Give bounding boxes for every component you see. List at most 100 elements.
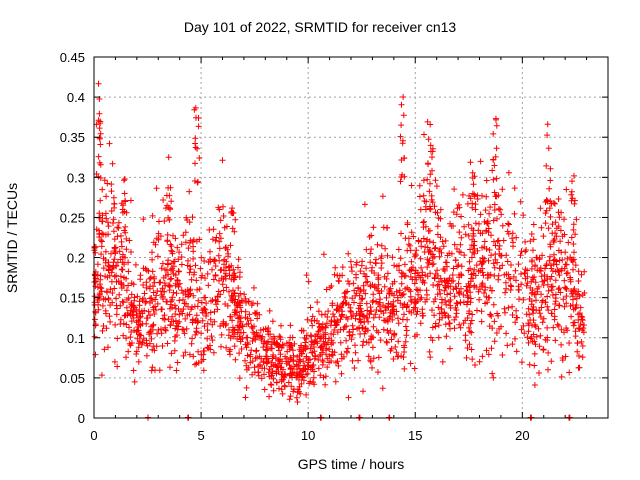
data-point bbox=[114, 233, 121, 240]
data-point bbox=[138, 332, 144, 339]
data-point bbox=[479, 255, 486, 261]
data-point bbox=[451, 325, 458, 332]
data-point bbox=[123, 321, 130, 328]
data-point bbox=[369, 364, 375, 371]
data-point bbox=[235, 264, 241, 271]
data-point bbox=[180, 352, 187, 359]
data-point bbox=[413, 247, 420, 254]
data-point bbox=[108, 269, 115, 276]
data-point bbox=[186, 219, 193, 226]
data-point bbox=[103, 215, 110, 222]
data-point bbox=[192, 361, 198, 368]
data-point bbox=[353, 271, 359, 278]
data-point bbox=[309, 379, 316, 386]
data-point bbox=[377, 296, 383, 303]
data-point bbox=[379, 193, 386, 200]
data-point bbox=[361, 201, 368, 208]
data-point bbox=[536, 370, 542, 376]
data-point bbox=[222, 322, 229, 329]
data-point bbox=[280, 366, 286, 373]
data-point bbox=[555, 196, 562, 202]
data-point bbox=[375, 272, 382, 279]
data-point bbox=[214, 293, 221, 300]
data-point bbox=[178, 254, 185, 260]
data-point bbox=[521, 270, 528, 277]
data-point bbox=[370, 291, 377, 298]
data-point bbox=[552, 277, 559, 284]
data-point bbox=[359, 342, 366, 349]
data-point bbox=[125, 348, 132, 355]
data-point bbox=[476, 220, 482, 227]
data-point bbox=[204, 270, 211, 277]
data-point bbox=[261, 371, 267, 378]
data-point bbox=[280, 342, 287, 349]
data-point bbox=[195, 297, 202, 304]
data-point bbox=[524, 280, 531, 287]
data-point bbox=[435, 322, 442, 329]
data-point bbox=[408, 229, 415, 236]
data-point bbox=[232, 307, 239, 313]
data-point bbox=[209, 236, 216, 243]
data-point bbox=[384, 252, 391, 259]
data-point bbox=[204, 320, 211, 327]
data-point bbox=[260, 340, 267, 347]
data-point bbox=[469, 236, 476, 243]
data-point bbox=[402, 323, 409, 330]
data-point bbox=[406, 267, 413, 274]
data-point bbox=[146, 275, 153, 282]
data-point bbox=[305, 278, 312, 285]
data-point bbox=[436, 281, 442, 288]
data-point bbox=[337, 316, 344, 323]
data-point bbox=[287, 354, 294, 361]
data-point bbox=[539, 319, 546, 326]
data-point bbox=[422, 271, 429, 278]
data-point bbox=[97, 130, 104, 137]
data-point bbox=[428, 192, 435, 199]
data-point bbox=[408, 309, 415, 316]
data-point bbox=[432, 271, 439, 277]
data-point bbox=[201, 348, 208, 354]
data-point bbox=[155, 236, 162, 243]
data-point bbox=[141, 307, 148, 314]
data-point bbox=[212, 272, 219, 279]
data-point bbox=[469, 169, 476, 176]
data-point bbox=[175, 323, 182, 330]
data-point bbox=[469, 190, 476, 197]
data-point bbox=[193, 277, 200, 284]
data-point bbox=[399, 291, 406, 298]
data-point bbox=[446, 250, 453, 257]
data-point bbox=[425, 259, 432, 266]
data-point bbox=[168, 275, 175, 282]
data-point bbox=[337, 339, 344, 346]
data-point bbox=[258, 337, 265, 343]
data-point bbox=[483, 347, 490, 354]
data-point bbox=[464, 301, 470, 308]
data-point bbox=[217, 323, 224, 330]
data-point bbox=[94, 261, 101, 268]
data-point bbox=[410, 233, 417, 240]
data-point bbox=[164, 231, 171, 238]
data-point bbox=[534, 285, 541, 292]
data-point bbox=[544, 281, 551, 288]
data-point bbox=[532, 323, 539, 330]
data-point bbox=[568, 257, 575, 263]
data-point bbox=[410, 264, 416, 271]
data-point bbox=[107, 286, 114, 293]
data-point bbox=[188, 276, 195, 283]
data-point bbox=[428, 148, 434, 155]
data-point bbox=[420, 235, 427, 242]
data-point bbox=[123, 275, 130, 282]
data-point bbox=[237, 315, 244, 322]
data-point bbox=[559, 256, 566, 263]
data-point bbox=[252, 310, 259, 317]
data-point bbox=[162, 327, 169, 334]
data-point bbox=[512, 267, 519, 274]
data-point bbox=[273, 379, 280, 386]
data-point bbox=[502, 289, 509, 296]
data-point bbox=[111, 201, 118, 207]
data-point bbox=[307, 332, 314, 339]
data-point bbox=[164, 260, 171, 267]
data-point bbox=[98, 372, 105, 379]
data-point bbox=[355, 285, 361, 292]
data-point bbox=[568, 191, 575, 198]
